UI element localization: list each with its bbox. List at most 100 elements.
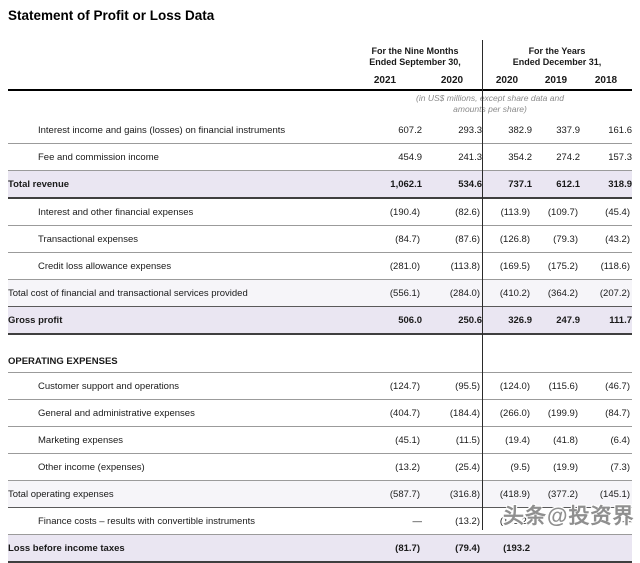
cell-value: (199.9) [532, 399, 580, 427]
table-row: Loss before income taxes (81.7) (79.4) (193… [8, 534, 632, 563]
units-note-line1: (in US$ millions, except share data and [416, 93, 564, 103]
units-note-line2: amounts per share) [453, 103, 527, 114]
group2-line2: Ended December 31, [512, 57, 602, 68]
cell-value: (9.5) [482, 453, 532, 481]
column-group-header-row: For the Nine Months Ended September 30, … [8, 38, 632, 70]
cell-value: (82.6) [422, 198, 482, 226]
cell-value: (46.7) [580, 372, 632, 400]
cell-value: (95.5) [422, 372, 482, 400]
label-column-spacer [8, 70, 348, 91]
cell-value: 274.2 [532, 143, 580, 171]
cell-value: 337.9 [532, 117, 580, 144]
cell-value: (587.7) [348, 480, 422, 508]
cell-value: (19.4) [482, 426, 532, 454]
cell-value: 318.9 [580, 170, 632, 199]
year-header-2020-9m: 2020 [422, 70, 482, 91]
cell-value: (79.3) [532, 225, 580, 253]
cell-value [422, 345, 482, 373]
cell-value: 612.1 [532, 170, 580, 199]
cell-value: 157.3 [580, 143, 632, 171]
year-header-2019: 2019 [532, 70, 580, 91]
cell-value: (41.8) [532, 426, 580, 454]
table-row: Credit loss allowance expenses (281.0) (11… [8, 252, 632, 280]
table-body: Interest income and gains (losses) on fi… [8, 117, 632, 563]
row-label: Other income (expenses) [8, 453, 348, 481]
table-row: Interest income and gains (losses) on fi… [8, 117, 632, 144]
label-column-spacer [8, 90, 348, 117]
cell-value [482, 345, 532, 373]
cell-value: (43.2) [580, 225, 632, 253]
cell-value: 111.7 [580, 306, 632, 335]
cell-value: 161.6 [580, 117, 632, 144]
row-label: OPERATING EXPENSES [8, 345, 348, 373]
year-header-2018: 2018 [580, 70, 632, 91]
cell-value [532, 534, 580, 563]
row-label [8, 334, 348, 345]
table-row: Fee and commission income 454.9 241.3 354.2… [8, 143, 632, 171]
cell-value: (13.2) [422, 507, 482, 535]
cell-value: (418.9) [482, 480, 532, 508]
cell-value: (184.4) [422, 399, 482, 427]
group1-line1: For the Nine Months [371, 46, 459, 57]
cell-value: 737.1 [482, 170, 532, 199]
cell-value [580, 334, 632, 345]
row-label: General and administrative expenses [8, 399, 348, 427]
year-header-2020-fy: 2020 [482, 70, 532, 91]
cell-value: 293.3 [422, 117, 482, 144]
cell-value [422, 334, 482, 345]
cell-value: (207.2) [580, 279, 632, 307]
row-label: Gross profit [8, 306, 348, 335]
year-header-row: 2021 2020 2020 2019 2018 [8, 70, 632, 91]
table-row: General and administrative expenses (404.… [8, 399, 632, 427]
table-row: Total revenue 1,062.1 534.6 737.1 612.1 318.9 [8, 170, 632, 199]
cell-value: 247.9 [532, 306, 580, 335]
cell-value: (11.5) [422, 426, 482, 454]
cell-value: (118.6) [580, 252, 632, 280]
table-row: Gross profit 506.0 250.6 326.9 247.9 111.7 [8, 306, 632, 335]
label-column-spacer [8, 38, 348, 70]
table-row: Customer support and operations (124.7) (9… [8, 372, 632, 400]
cell-value: (145.1) [580, 480, 632, 508]
cell-value: (19.9) [532, 453, 580, 481]
cell-value [580, 534, 632, 563]
cell-value: (109.7) [532, 198, 580, 226]
row-label: Interest income and gains (losses) on fi… [8, 117, 348, 144]
cell-value [532, 345, 580, 373]
cell-value: (281.0) [348, 252, 422, 280]
cell-value: 1,062.1 [348, 170, 422, 199]
cell-value: (126.8) [482, 225, 532, 253]
cell-value: 506.0 [348, 306, 422, 335]
row-label: Total cost of financial and transactiona… [8, 279, 348, 307]
table-row: Other income (expenses) (13.2) (25.4) (9.5)… [8, 453, 632, 481]
row-label: Total revenue [8, 170, 348, 199]
cell-value: (377.2) [532, 480, 580, 508]
cell-value: (115.6) [532, 372, 580, 400]
cell-value: (25.4) [422, 453, 482, 481]
cell-value: (45.1) [348, 426, 422, 454]
group-header-nine-months: For the Nine Months Ended September 30, [348, 38, 482, 70]
cell-value: (84.7) [348, 225, 422, 253]
cell-value: (79.4) [422, 534, 482, 563]
cell-value: (364.2) [532, 279, 580, 307]
cell-value: 250.6 [422, 306, 482, 335]
table-row: Marketing expenses (45.1) (11.5) (19.4) (41.… [8, 426, 632, 454]
cell-value: (13.2) [348, 453, 422, 481]
table-row: Finance costs – results with convertible… [8, 507, 632, 535]
table-row: Interest and other financial expenses (19… [8, 198, 632, 226]
cell-value [580, 345, 632, 373]
table-row: Transactional expenses (84.7) (87.6) (126.8… [8, 225, 632, 253]
cell-value: (6.4) [580, 426, 632, 454]
cell-value: (7.3) [580, 453, 632, 481]
year-header-2021: 2021 [348, 70, 422, 91]
row-label: Interest and other financial expenses [8, 198, 348, 226]
cell-value: (284.0) [422, 279, 482, 307]
table-row: OPERATING EXPENSES [8, 345, 632, 373]
table-row: Total cost of financial and transactiona… [8, 279, 632, 307]
row-label: Fee and commission income [8, 143, 348, 171]
cell-value: (404.7) [348, 399, 422, 427]
group2-line1: For the Years [528, 46, 586, 57]
cell-value: — [580, 507, 632, 535]
row-label: Total operating expenses [8, 480, 348, 508]
cell-value: (316.8) [422, 480, 482, 508]
row-label: Finance costs – results with convertible… [8, 507, 348, 535]
